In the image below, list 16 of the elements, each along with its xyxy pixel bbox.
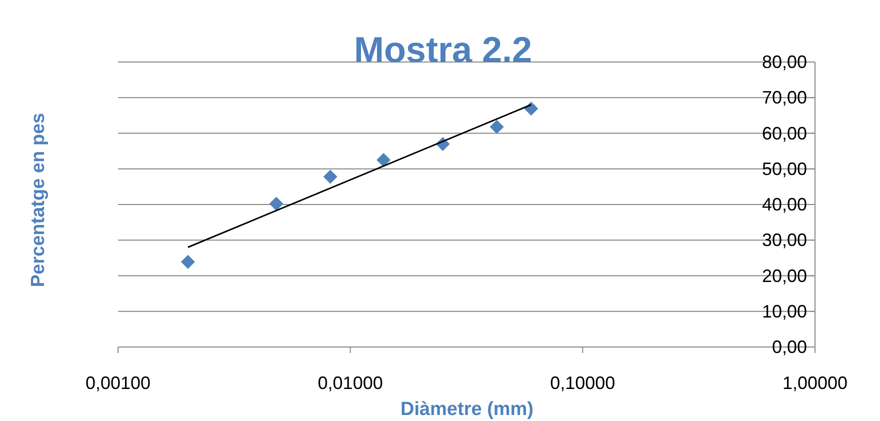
x-axis-title: Diàmetre (mm) [400, 399, 534, 420]
x-tick-label: 0,00100 [85, 373, 151, 393]
y-tick-label: 80,00 [762, 52, 807, 72]
x-tick-label: 0,01000 [318, 373, 383, 393]
y-tick-label: 40,00 [762, 194, 807, 214]
y-tick-label: 20,00 [762, 266, 807, 286]
y-tick-label: 70,00 [762, 88, 807, 108]
x-tick-label: 1,00000 [782, 373, 848, 393]
chart-title: Mostra 2.2 [354, 29, 532, 70]
y-tick-label: 30,00 [762, 230, 807, 250]
x-tick-label: 0,10000 [550, 373, 616, 393]
y-axis-title: Percentatge en pes [28, 112, 49, 288]
y-tick-label: 0,00 [772, 337, 807, 357]
y-tick-label: 10,00 [762, 301, 807, 322]
y-tick-label: 60,00 [762, 123, 807, 144]
y-tick-label: 50,00 [762, 158, 807, 179]
